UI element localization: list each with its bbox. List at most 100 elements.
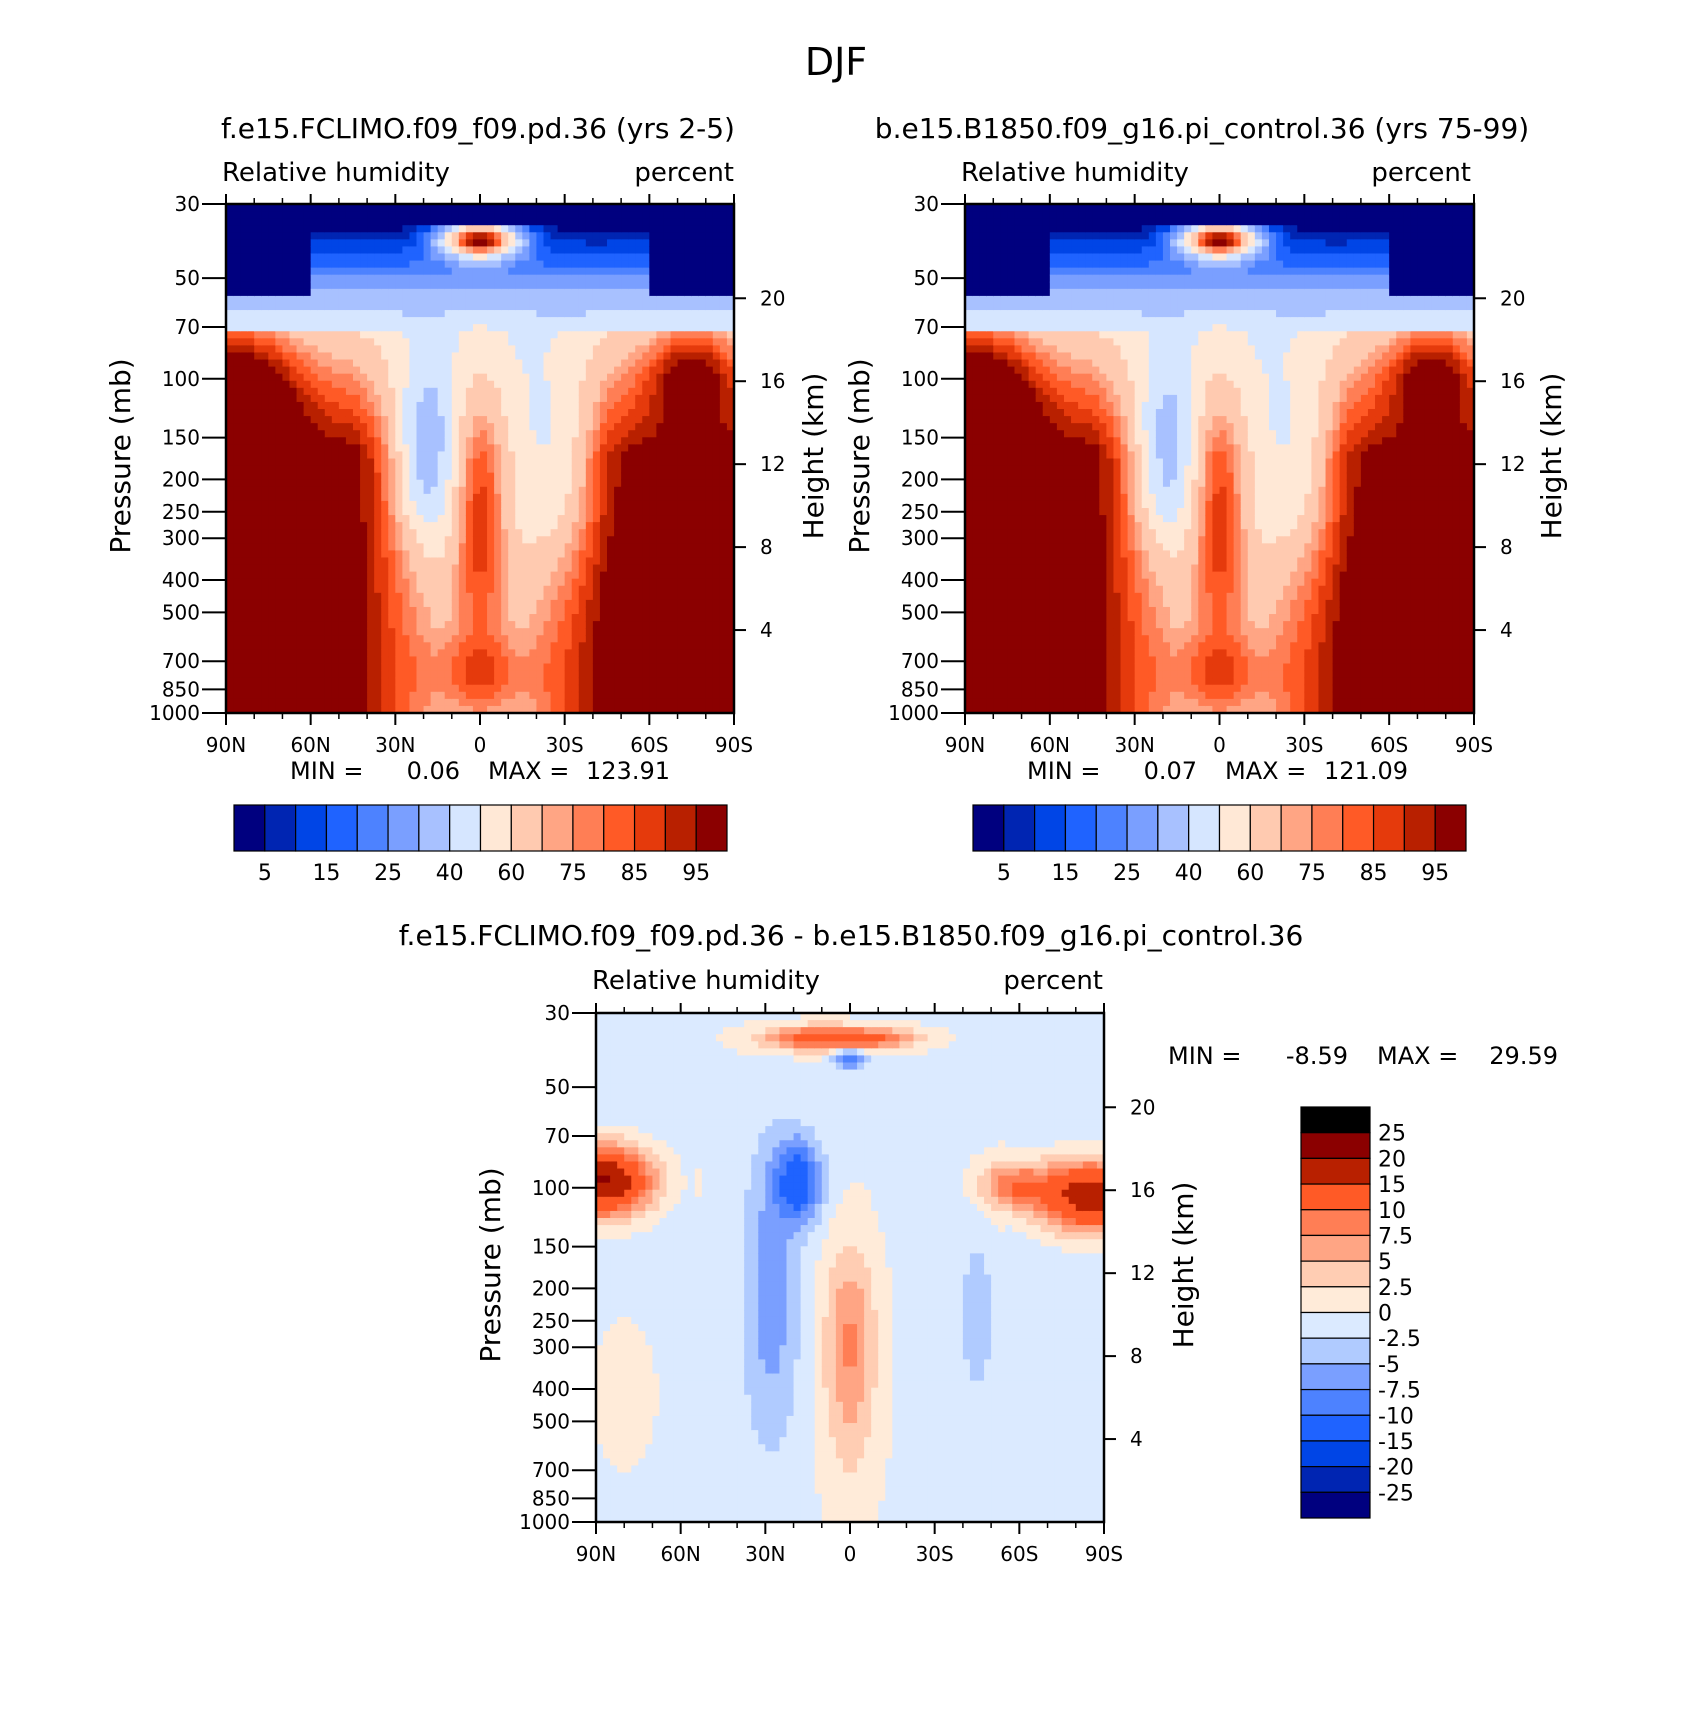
contour-cell [544, 360, 552, 368]
contour-cell [395, 289, 403, 297]
contour-cell [240, 331, 248, 339]
contour-cell [247, 656, 255, 664]
contour-cell [671, 480, 679, 488]
contour-cell [593, 338, 601, 346]
contour-cell [706, 515, 714, 523]
contour-cell [628, 628, 636, 636]
contour-cell [685, 444, 693, 452]
contour-cell [367, 402, 375, 410]
contour-cell [247, 253, 255, 261]
contour-cell [374, 508, 382, 516]
contour-cell [445, 685, 453, 693]
contour-cell [515, 423, 523, 431]
contour-cell [706, 550, 714, 558]
contour-cell [572, 423, 580, 431]
contour-cell [515, 430, 523, 438]
panel-1-title: f.e15.FCLIMO.f09_f09.pd.36 (yrs 2-5) [221, 112, 735, 145]
contour-cell [459, 345, 467, 353]
contour-cell [424, 628, 432, 636]
contour-cell [678, 374, 686, 382]
contour-cell [466, 614, 474, 622]
contour-cell [318, 508, 326, 516]
contour-cell [353, 409, 361, 417]
contour-cell [304, 360, 312, 368]
contour-cell [374, 324, 382, 332]
contour-cell [621, 338, 629, 346]
contour-cell [663, 352, 671, 360]
contour-cell [649, 232, 657, 240]
contour-cell [508, 557, 516, 565]
contour-cell [353, 550, 361, 558]
contour-cell [261, 246, 269, 254]
contour-cell [494, 416, 502, 424]
contour-cell [558, 261, 566, 269]
contour-cell [254, 459, 262, 467]
contour-cell [452, 656, 460, 664]
contour-cell [261, 430, 269, 438]
contour-cell [487, 324, 495, 332]
contour-cell [685, 473, 693, 481]
contour-cell [360, 543, 368, 551]
contour-cell [558, 487, 566, 495]
contour-cell [466, 466, 474, 474]
contour-cell [544, 529, 552, 537]
contour-cell [508, 444, 516, 452]
contour-cell [494, 656, 502, 664]
contour-cell [614, 642, 622, 650]
contour-cell [282, 656, 290, 664]
contour-cell [261, 501, 269, 509]
contour-cell [409, 543, 417, 551]
contour-cell [438, 416, 446, 424]
contour-cell [417, 494, 425, 502]
contour-cell [431, 572, 439, 580]
contour-cell [374, 543, 382, 551]
contour-cell [339, 614, 347, 622]
contour-cell [558, 642, 566, 650]
contour-cell [360, 211, 368, 219]
contour-cell [572, 402, 580, 410]
contour-cell [551, 395, 559, 403]
contour-cell [233, 395, 241, 403]
contour-cell [318, 656, 326, 664]
contour-cell [417, 430, 425, 438]
contour-cell [332, 261, 340, 269]
contour-cell [501, 310, 509, 318]
contour-cell [501, 635, 509, 643]
contour-cell [452, 239, 460, 247]
contour-cell [713, 218, 721, 226]
contour-cell [487, 261, 495, 269]
contour-cell [388, 374, 396, 382]
contour-cell [311, 565, 319, 573]
contour-cell [671, 550, 679, 558]
contour-cell [536, 218, 544, 226]
contour-cell [346, 515, 354, 523]
contour-cell [529, 600, 537, 608]
contour-cell [558, 466, 566, 474]
contour-cell [692, 352, 700, 360]
contour-cell [551, 664, 559, 672]
contour-cell [431, 642, 439, 650]
contour-cell [558, 331, 566, 339]
contour-cell [445, 261, 453, 269]
contour-cell [522, 253, 530, 261]
contour-cell [529, 473, 537, 481]
contour-cell [459, 649, 467, 657]
contour-cell [388, 218, 396, 226]
contour-cell [544, 239, 552, 247]
contour-cell [699, 678, 707, 686]
contour-cell [360, 656, 368, 664]
contour-cell [699, 515, 707, 523]
contour-cell [261, 635, 269, 643]
contour-cell [565, 239, 573, 247]
contour-cell [417, 515, 425, 523]
contour-cell [452, 557, 460, 565]
contour-cell [692, 437, 700, 445]
contour-cell [445, 303, 453, 311]
contour-cell [318, 692, 326, 700]
contour-cell [311, 402, 319, 410]
contour-cell [290, 607, 298, 615]
contour-cell [678, 607, 686, 615]
contour-cell [579, 459, 587, 467]
contour-cell [261, 374, 269, 382]
contour-cell [614, 671, 622, 679]
